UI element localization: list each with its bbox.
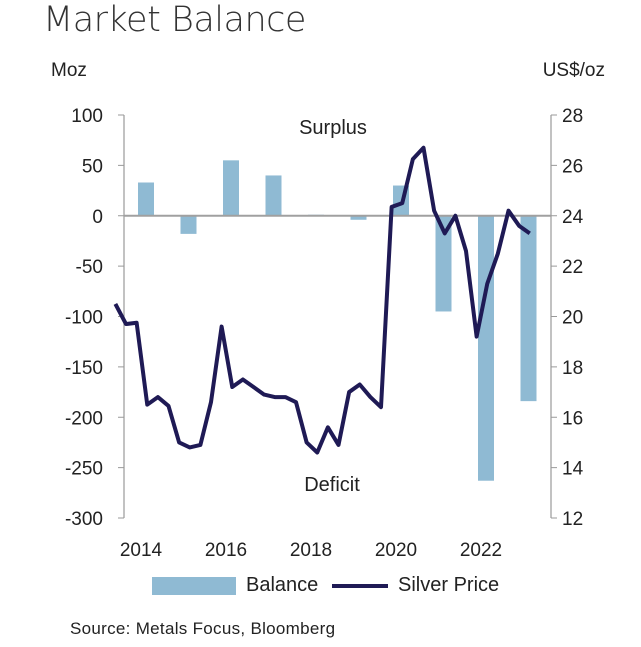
left-tick-label: -50 <box>76 257 103 278</box>
right-tick-label: 18 <box>562 358 583 379</box>
legend-swatch-bar <box>152 576 236 595</box>
legend-label-balance: Balance <box>246 574 319 596</box>
right-tick-label: 24 <box>562 207 584 228</box>
left-tick-label: -250 <box>65 459 103 480</box>
right-tick-label: 14 <box>562 459 584 480</box>
right-tick-label: 20 <box>562 308 583 329</box>
x-tick-label: 2020 <box>375 540 417 561</box>
left-tick-label: -200 <box>65 408 103 429</box>
silver-price-line <box>113 145 531 455</box>
bar-balance-2019 <box>350 215 367 220</box>
left-tick-label: 100 <box>71 106 103 127</box>
bar-balance-2021 <box>435 215 452 312</box>
bar-balance-2014 <box>138 182 154 216</box>
left-tick-label: 50 <box>82 156 103 177</box>
bar-balance-2016 <box>223 160 239 216</box>
bar-balance-2023 <box>520 215 537 402</box>
right-tick-label: 16 <box>562 408 583 429</box>
right-tick-label: 12 <box>562 509 583 530</box>
bar-balance-2017 <box>265 175 282 216</box>
x-tick-label: 2022 <box>460 540 502 561</box>
chart-title: Market Balance <box>43 0 306 40</box>
surplus-annotation: Surplus <box>299 117 367 139</box>
legend-swatch-line <box>332 583 388 588</box>
x-tick-label: 2016 <box>205 540 247 561</box>
bar-balance-2022 <box>478 215 494 481</box>
right-tick-label: 22 <box>562 257 583 278</box>
left-tick-label: -100 <box>65 308 103 329</box>
left-axis-unit: Moz <box>51 60 87 81</box>
x-tick-label: 2018 <box>290 540 332 561</box>
x-tick-label: 2014 <box>120 540 163 561</box>
left-tick-label: -150 <box>65 358 103 379</box>
right-tick-label: 26 <box>562 156 583 177</box>
left-tick-label: 0 <box>92 207 103 228</box>
right-tick-label: 28 <box>562 106 583 127</box>
left-tick-label: -300 <box>65 509 103 530</box>
legend-item-balance: Balance <box>152 574 318 597</box>
deficit-annotation: Deficit <box>304 474 360 496</box>
legend-item-silver-price: Silver Price <box>332 574 499 597</box>
legend-label-silver-price: Silver Price <box>398 574 500 596</box>
bar-balance-2015 <box>180 215 197 234</box>
right-axis-unit: US$/oz <box>542 60 605 81</box>
source-note: Source: Metals Focus, Bloomberg <box>70 619 336 638</box>
